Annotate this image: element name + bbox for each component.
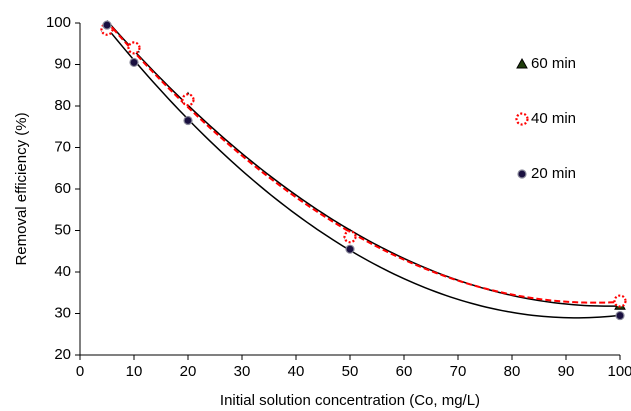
x-axis-title: Initial solution concentration (Co, mg/L… [220, 392, 480, 409]
point [129, 57, 139, 68]
x-tick-label: 0 [76, 363, 84, 380]
x-tick-label: 100 [607, 363, 631, 380]
point [615, 310, 625, 321]
trend-line [106, 27, 621, 319]
x-tick-label: 20 [180, 363, 197, 380]
point [343, 230, 357, 244]
y-tick-label: 90 [54, 55, 71, 72]
point [517, 169, 527, 179]
x-tick-label: 50 [342, 363, 359, 380]
legend-item: 20 min [517, 165, 576, 182]
x-tick-label: 10 [126, 363, 143, 380]
point [515, 112, 529, 126]
trend-line [106, 20, 621, 307]
trend-line [106, 20, 621, 304]
y-axis-title: Removal efficiency (%) [13, 112, 30, 265]
point [613, 294, 627, 308]
point [516, 57, 528, 69]
x-tick-label: 40 [288, 363, 305, 380]
y-tick-label: 40 [54, 263, 71, 280]
point [183, 115, 193, 126]
y-tick-label: 80 [54, 97, 71, 114]
x-tick-label: 70 [450, 363, 467, 380]
x-tick-label: 30 [234, 363, 251, 380]
x-tick-label: 60 [396, 363, 413, 380]
y-tick-label: 20 [54, 346, 71, 363]
point [127, 41, 141, 55]
point [181, 93, 195, 107]
y-tick-label: 100 [46, 14, 71, 31]
legend-label: 40 min [531, 110, 576, 127]
y-tick-label: 70 [54, 138, 71, 155]
legend-label: 60 min [531, 55, 576, 72]
y-tick-label: 60 [54, 180, 71, 197]
legend-item: 60 min [516, 55, 576, 72]
y-tick-label: 50 [54, 221, 71, 238]
y-tick-label: 30 [54, 304, 71, 321]
x-tick-label: 90 [558, 363, 575, 380]
legend-label: 20 min [531, 165, 576, 182]
legend-item: 40 min [515, 110, 576, 127]
x-tick-label: 80 [504, 363, 521, 380]
point [102, 20, 112, 30]
point [345, 244, 355, 254]
